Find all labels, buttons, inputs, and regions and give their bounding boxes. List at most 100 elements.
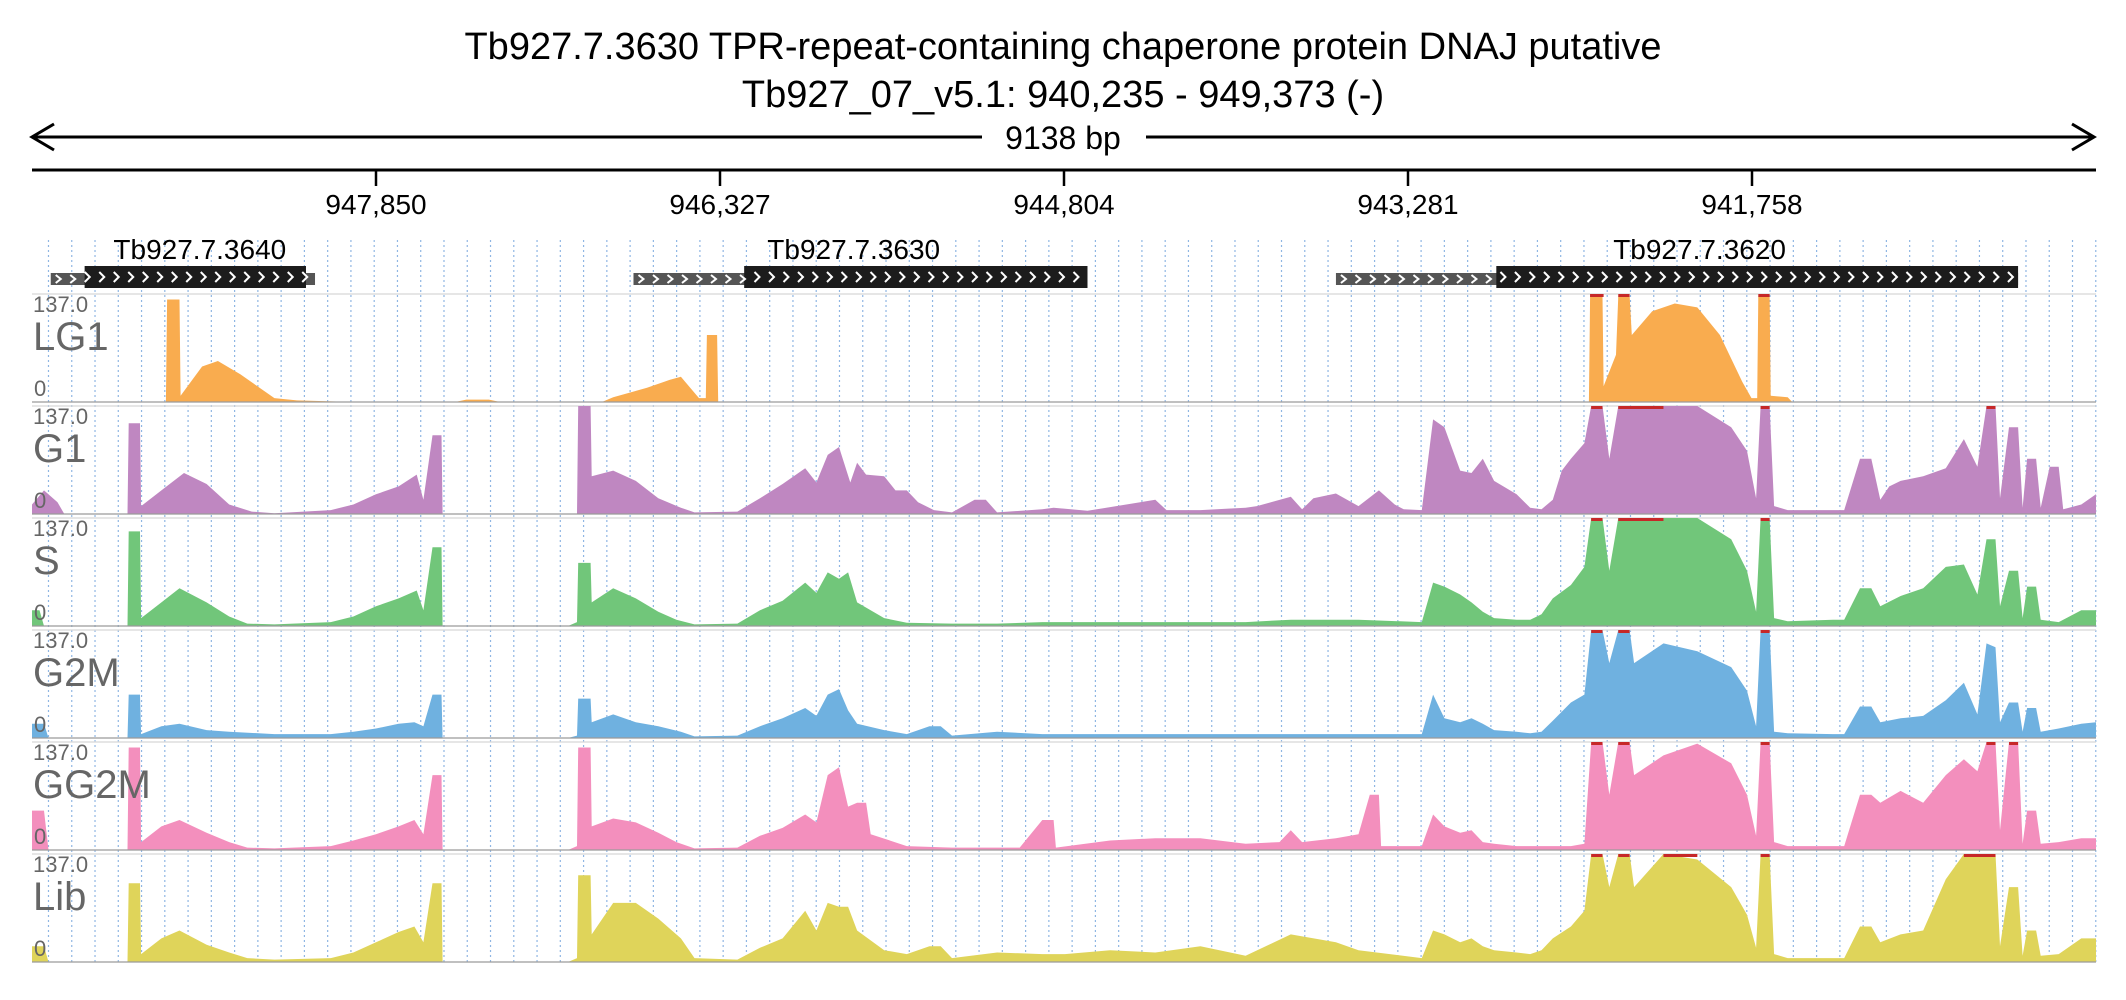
axis-tick-label: 947,850 [325,189,426,220]
strand-chevron [1992,271,2000,283]
strand-chevron [811,271,819,283]
strand-chevron [98,271,106,283]
strand-chevron [1963,271,1971,283]
strand-chevron [171,271,179,283]
strand-chevron [69,274,77,284]
strand-chevron [1891,271,1899,283]
strand-chevron [1615,271,1623,283]
strand-chevron [913,271,921,283]
strand-chevron [1557,271,1565,283]
strand-chevron [185,271,193,283]
clip-marker [1618,406,1664,409]
clip-marker [1618,518,1664,521]
strand-chevron [258,271,266,283]
strand-chevron [142,271,150,283]
strand-chevron [1014,271,1022,283]
strand-chevron [782,271,790,283]
clip-marker [1591,630,1603,633]
gene-Tb927.7.3620: Tb927.7.3620 [1335,234,2019,288]
strand-chevron [1847,271,1855,283]
clip-marker [1986,406,1996,409]
strand-chevron [243,271,251,283]
track-max-label: 137.0 [33,516,88,541]
track-max-label: 137.0 [33,404,88,429]
strand-chevron [985,271,993,283]
clip-marker [1986,742,1996,745]
track-G2M: 137.0 0 G2M [32,628,2096,739]
strand-chevron [971,271,979,283]
strand-chevron [1760,271,1768,283]
clip-marker [1963,854,1996,857]
clip-marker [1758,294,1770,297]
coordinate-axis-ticks: 947,850 946,327 944,804 943,281 941,758 [325,170,1803,220]
clip-marker [1760,854,1770,857]
clip-marker [1760,742,1770,745]
strand-chevron [1058,271,1066,283]
strand-chevron [1717,271,1725,283]
clip-marker [1663,854,1698,857]
gene-cds [1496,266,2019,288]
clip-marker [1590,294,1604,297]
strand-chevron [1949,271,1957,283]
strand-chevron [1862,271,1870,283]
axis-tick-label: 946,327 [669,189,770,220]
strand-chevron [229,271,237,283]
strand-chevron [1427,274,1435,284]
strand-chevron [84,271,92,283]
strand-chevron [1543,271,1551,283]
track-min-label: 0 [34,936,46,961]
axis-tick-label: 944,804 [1013,189,1114,220]
strand-chevron [301,271,309,283]
strand-chevron [869,271,877,283]
strand-chevron [797,271,805,283]
gene-Tb927.7.3640: Tb927.7.3640 [50,234,316,288]
coverage-area [32,854,2096,962]
strand-chevron [1673,271,1681,283]
axis-tick-label: 943,281 [1357,189,1458,220]
strand-chevron [1470,274,1479,284]
strand-chevron [1514,271,1522,283]
clip-marker [1618,294,1630,297]
strand-chevron [753,271,761,283]
strand-chevron [1789,271,1797,283]
strand-chevron [942,271,950,283]
strand-chevron [1876,271,1884,283]
strand-chevron [272,271,280,283]
clip-marker [1760,406,1770,409]
track-name-label: G2M [33,651,120,695]
strand-chevron [1978,271,1986,283]
strand-chevron [113,271,121,283]
clip-marker [1760,630,1770,633]
strand-chevron [1398,274,1406,284]
track-max-label: 137.0 [33,628,88,653]
strand-chevron [652,274,660,284]
strand-chevron [1586,271,1594,283]
track-name-label: S [33,539,60,583]
gene-cds [84,266,306,288]
strand-chevron [898,271,906,283]
track-min-label: 0 [34,376,46,401]
strand-chevron [840,271,848,283]
strand-chevron [1920,271,1928,283]
strand-chevron [1456,274,1464,284]
span-length-label: 9138 bp [1005,120,1121,156]
track-name-label: Lib [33,875,86,919]
strand-chevron [287,271,295,283]
axis-tick-label: 941,758 [1701,189,1802,220]
strand-chevron [1905,271,1913,283]
coverage-area [32,406,2096,514]
span-arrow: 9138 bp [29,120,2097,156]
clip-marker [1618,854,1630,857]
strand-chevron [1659,271,1667,283]
strand-chevron [156,271,164,283]
strand-chevron [200,271,208,283]
gene-label: Tb927.7.3620 [1613,234,1786,265]
gene-label: Tb927.7.3640 [113,234,286,265]
strand-chevron [956,271,964,283]
strand-chevron [55,274,63,284]
strand-chevron [1804,271,1812,283]
strand-chevron [927,271,935,283]
coverage-area [32,295,2096,402]
strand-chevron [1644,271,1652,283]
